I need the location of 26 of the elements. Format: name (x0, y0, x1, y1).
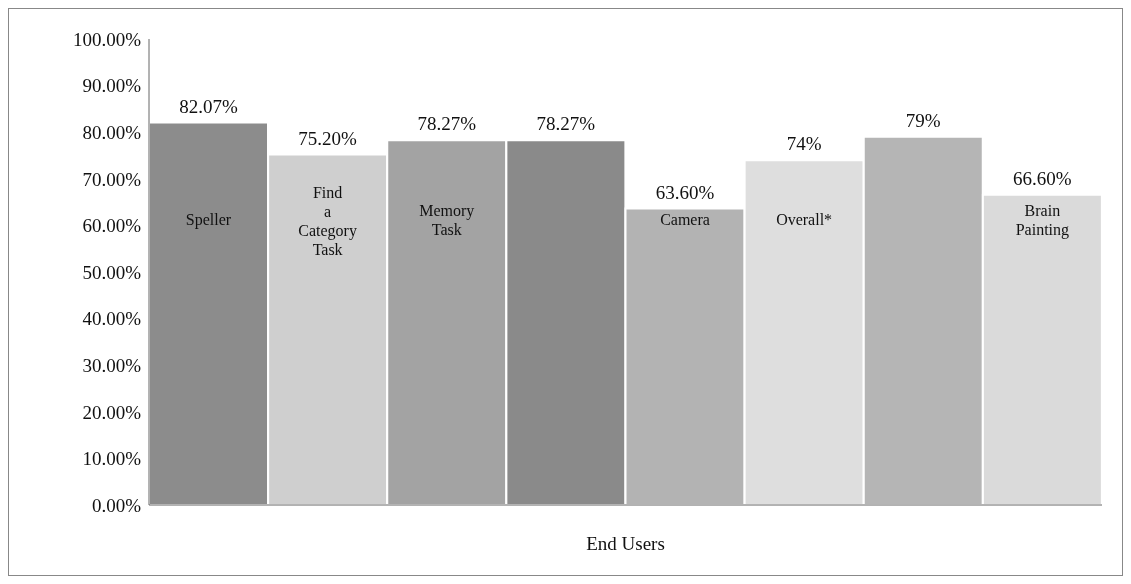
y-tick-label: 30.00% (82, 354, 142, 376)
x-tick-label: Memory Task (419, 202, 475, 239)
y-tick-label: 50.00% (82, 261, 142, 283)
x-axis-title: End Users (586, 533, 665, 554)
y-tick-label: 0.00% (91, 494, 142, 516)
data-label: 66.60% (1013, 167, 1072, 189)
y-tick-label: 100.00% (72, 28, 142, 50)
data-label: 78.27% (536, 113, 596, 135)
y-tick-label: 40.00% (82, 308, 142, 330)
y-tick-label: 80.00% (82, 121, 142, 143)
y-tick-label: 70.00% (82, 168, 142, 190)
x-tick-label: Find a Category Task (298, 184, 357, 259)
data-label: 82.07% (179, 95, 238, 117)
y-tick-label: 10.00% (82, 448, 142, 470)
data-label: 63.60% (655, 181, 715, 203)
data-label: 74% (786, 133, 822, 155)
y-tick-label: 20.00% (82, 401, 142, 423)
x-tick-label: Camera (660, 211, 710, 229)
data-label: 78.27% (417, 113, 477, 135)
x-tick-label: Brain Painting (1015, 202, 1070, 240)
x-tick-label: Speller (185, 211, 232, 230)
x-tick-label: Overall* (776, 211, 833, 229)
data-label: 79% (905, 109, 941, 131)
y-tick-label: 60.00% (82, 215, 142, 237)
y-tick-label: 90.00% (82, 75, 142, 97)
data-label: 75.20% (298, 127, 358, 149)
